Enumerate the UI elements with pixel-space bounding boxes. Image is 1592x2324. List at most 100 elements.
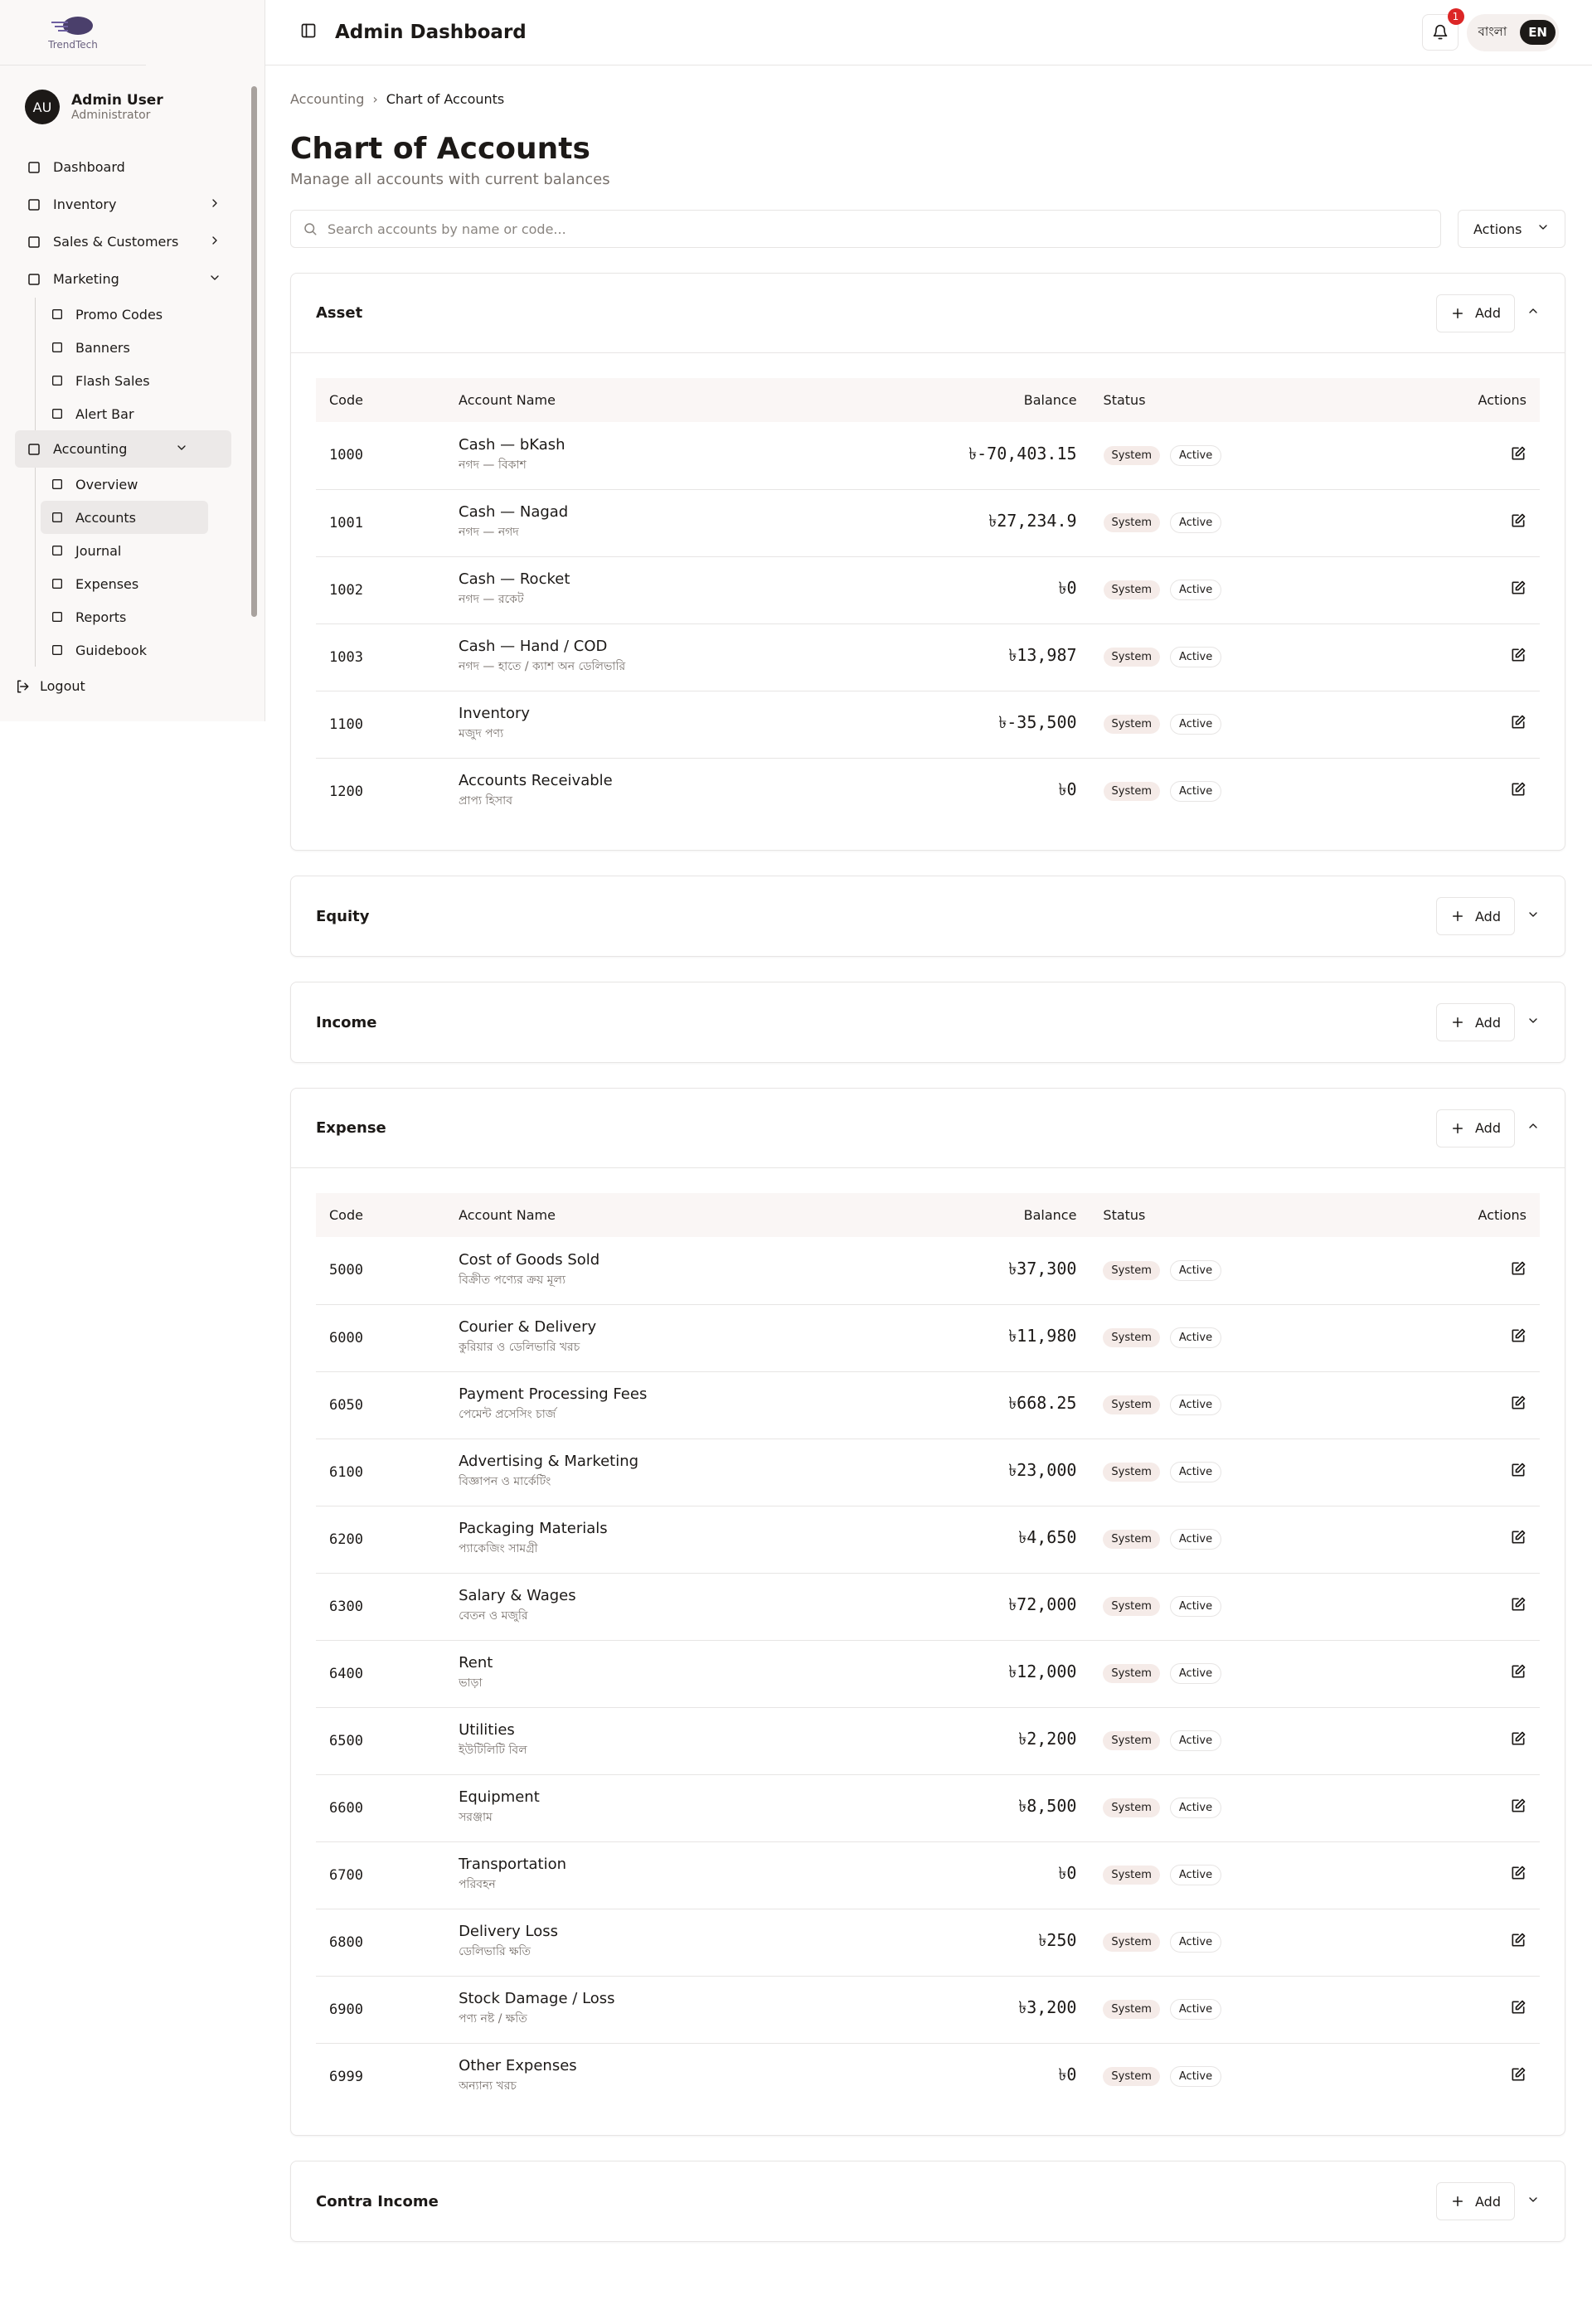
account-row: 5000 Cost of Goods Sold বিক্রীত পণ্যের ক্র… — [316, 1237, 1540, 1305]
edit-action[interactable] — [1464, 1774, 1540, 1842]
status-tag: Active — [1170, 512, 1222, 533]
status-cell: System Active — [1090, 1909, 1465, 1977]
icon — [1512, 1261, 1526, 1275]
icon — [28, 198, 40, 211]
section-header: Expense Add — [291, 1089, 1565, 1168]
add-button[interactable]: Add — [1436, 1109, 1515, 1147]
edit-action[interactable] — [1465, 758, 1540, 825]
edit-action[interactable] — [1464, 556, 1540, 624]
account-name: Cash — Hand / COD — [459, 638, 608, 655]
chevron — [208, 271, 221, 288]
main-content: Accounting › Chart of Accounts Chart of Acc… — [290, 91, 1565, 2267]
table-wrap: Code Account Name Balance Status Actions 1000… — [291, 353, 1565, 850]
collapse-toggle[interactable] — [1526, 1014, 1540, 1031]
edit-action[interactable] — [1464, 1573, 1540, 1641]
collapse-toggle[interactable] — [1526, 304, 1540, 322]
status-cell: System Active — [1090, 1237, 1465, 1305]
sub-nav-item[interactable]: Journal — [41, 534, 265, 567]
icon — [52, 512, 62, 522]
add-button[interactable]: Add — [1436, 897, 1515, 935]
add-label: Add — [1475, 1120, 1501, 1136]
account-balance: ৳3,200 — [925, 1976, 1090, 2044]
edit-action[interactable] — [1464, 623, 1540, 691]
search-input[interactable]: Search accounts by name or code... — [290, 210, 1441, 248]
nav-item[interactable]: Dashboard — [0, 148, 265, 186]
sub-nav-item[interactable]: Expenses — [41, 567, 265, 600]
add-button[interactable]: Add — [1436, 294, 1515, 332]
add-button[interactable]: Add — [1436, 1003, 1515, 1041]
account-balance: ৳0 — [925, 1841, 1090, 1909]
language-option[interactable]: বাংলা — [1478, 23, 1507, 39]
edit-action[interactable] — [1464, 1439, 1540, 1506]
edit-action[interactable] — [1464, 1841, 1540, 1909]
status-tag: System — [1103, 1731, 1160, 1750]
column-header: Account Name — [445, 1193, 926, 1237]
account-section: Expense Add Code Account Name Balance Status A… — [290, 1088, 1565, 2136]
notification-button[interactable]: 1 — [1421, 8, 1464, 51]
collapse-toggle[interactable] — [1526, 908, 1540, 925]
account-row: 6400 Rent ভাড়া ৳12,000 System Active — [316, 1640, 1540, 1708]
status-tag: System — [1103, 2000, 1160, 2019]
account-balance: ৳0 — [1058, 2064, 1077, 2085]
nav-label: Banners — [75, 339, 130, 356]
sub-nav-item[interactable]: Banners — [41, 331, 265, 364]
status-tag: System — [1103, 1933, 1160, 1952]
icon — [304, 223, 317, 235]
status-cell: System Active — [1090, 758, 1465, 825]
nav-label: Journal — [75, 542, 122, 559]
edit-action[interactable] — [1464, 1506, 1540, 1574]
sub-nav-item[interactable]: Promo Codes — [41, 298, 265, 331]
edit-action[interactable] — [1464, 1976, 1540, 2044]
sub-nav-item[interactable]: Alert Bar — [41, 397, 265, 430]
account-name-cell: Salary & Wages বেতন ও মজুরি — [445, 1573, 926, 1641]
collapse-toggle[interactable] — [1526, 2193, 1540, 2210]
sub-nav-item[interactable]: Flash Sales — [41, 364, 265, 397]
add-button[interactable]: Add — [1436, 2182, 1515, 2220]
edit-action[interactable] — [1464, 1237, 1540, 1305]
icon — [211, 274, 219, 280]
status-cell: System Active — [1090, 1976, 1465, 2044]
status-tag: System — [1103, 1463, 1160, 1482]
account-name: Cash — Nagad — [459, 503, 569, 521]
edit-action[interactable] — [1464, 489, 1540, 557]
account-name: Equipment — [459, 1788, 540, 1806]
edit-action[interactable] — [1464, 1371, 1540, 1439]
nav-item[interactable]: Inventory — [0, 186, 265, 223]
breadcrumb-item[interactable]: Accounting — [290, 91, 365, 107]
account-balance: ৳-35,500 — [925, 691, 1090, 759]
account-name-bn: সরঞ্জাম — [459, 1811, 493, 1824]
icon — [1512, 1866, 1526, 1880]
column-header: Actions — [1464, 1193, 1540, 1237]
scrollbar — [251, 86, 257, 617]
edit-action[interactable] — [1465, 2043, 1540, 2110]
edit-action[interactable] — [1464, 691, 1540, 759]
collapse-toggle[interactable] — [1526, 1119, 1540, 1137]
sub-nav-item[interactable]: Overview — [41, 468, 265, 501]
icon — [1512, 1664, 1526, 1678]
accounts-table: Code Account Name Balance Status Actions 1000… — [316, 378, 1540, 825]
sub-nav-item[interactable]: Guidebook — [41, 633, 265, 667]
breadcrumb-item: Chart of Accounts — [386, 91, 505, 107]
nav-label: Accounting — [53, 441, 128, 457]
account-row: 1002 Cash — Rocket নগদ — রকেট ৳0 System Activ… — [316, 556, 1540, 624]
actions-button[interactable]: Actions — [1458, 210, 1565, 248]
edit-action[interactable] — [1464, 1640, 1540, 1708]
sub-nav-item[interactable]: Reports — [41, 600, 265, 633]
language-option[interactable]: EN — [1520, 20, 1556, 45]
nav-item[interactable]: Accounting — [15, 430, 231, 468]
sub-nav-item[interactable]: Accounts — [41, 501, 208, 534]
sidebar-toggle[interactable] — [300, 22, 317, 42]
account-section: Asset Add Code Account Name Balance Status Act… — [290, 273, 1565, 851]
edit-action[interactable] — [1464, 1707, 1540, 1775]
edit-action[interactable] — [1464, 1909, 1540, 1977]
logout[interactable]: Logout — [15, 678, 85, 694]
account-name-cell: Cash — Nagad নগদ — নগদ — [445, 489, 925, 557]
status-cell: System Active — [1090, 1640, 1465, 1708]
account-name: Advertising & Marketing — [459, 1453, 639, 1470]
edit-action[interactable] — [1464, 422, 1540, 490]
icon — [1512, 715, 1526, 729]
nav-item[interactable]: Marketing — [0, 260, 265, 298]
edit-action[interactable] — [1464, 1304, 1540, 1372]
nav-item[interactable]: Sales & Customers — [0, 223, 265, 260]
